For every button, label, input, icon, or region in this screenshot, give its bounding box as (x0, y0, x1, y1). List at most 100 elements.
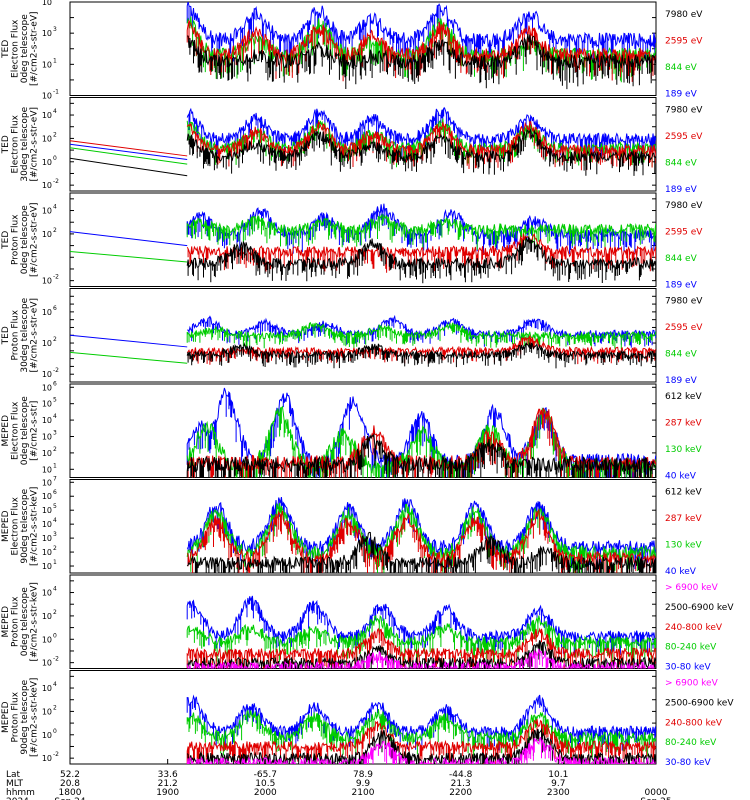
y-tick-label: 10 (42, 707, 52, 716)
y-tick-label: 10 (42, 230, 52, 239)
y-tick-label: 10 (42, 339, 52, 348)
y-tick-label: 10 (42, 492, 52, 501)
y-tick-label-exp: 6 (53, 489, 57, 496)
series-trace (186, 2, 656, 67)
y-tick-label-exp: -2 (53, 367, 59, 374)
panel-frame (69, 192, 657, 287)
y-tick-label-exp: 5 (53, 0, 57, 2)
legend-entry: 7980 eV (665, 297, 703, 307)
x-tick-label: Sep 24 (54, 797, 86, 800)
y-tick-label-exp: 2 (53, 609, 57, 616)
y-tick-label: 10 (42, 659, 52, 668)
y-tick-label: 10 (42, 60, 52, 69)
x-tick-label: 10.5 (255, 779, 275, 789)
x-tick-label: 2300 (547, 788, 570, 798)
y-axis-label: 30deg telescope (20, 106, 30, 181)
series-trace (186, 531, 656, 573)
legend-entry: 612 keV (665, 392, 702, 402)
y-tick-label: 10 (42, 731, 52, 740)
series-trace (186, 614, 656, 663)
series-trace (186, 709, 656, 758)
legend-entry: 7980 eV (665, 201, 703, 211)
legend-entry: 7980 eV (665, 10, 703, 20)
y-tick-label-exp: 3 (53, 26, 57, 33)
series-gap-line (70, 143, 188, 160)
y-tick-label-exp: 6 (53, 305, 57, 312)
series-trace (186, 736, 656, 764)
legend-entry: 2500-6900 keV (665, 603, 734, 613)
series-trace (186, 213, 656, 250)
y-tick-label-exp: 2 (53, 336, 57, 343)
panel-plot (70, 314, 656, 369)
y-tick-label: 10 (42, 158, 52, 167)
series-trace (186, 648, 655, 669)
series-gap-line (70, 231, 188, 247)
y-tick-label: 10 (42, 534, 52, 543)
x-tick-label: 1900 (156, 788, 179, 798)
y-tick-label: 10 (42, 754, 52, 763)
y-tick-label: 10 (42, 400, 52, 409)
y-axis-label: TED (1, 135, 11, 154)
y-tick-label: 10 (42, 548, 52, 557)
series-trace (186, 127, 656, 176)
y-axis-label: Electron Flux (11, 401, 21, 460)
y-axis-label: 0deg telescope (20, 587, 30, 657)
y-tick-label: 10 (42, 29, 52, 38)
series-trace (186, 203, 656, 255)
legend-entry: 2595 eV (665, 228, 703, 238)
y-axis-label: [#/cm2-s-str-eV] (30, 202, 40, 277)
x-row-label: Lat (6, 770, 21, 780)
y-tick-label: 10 (42, 506, 52, 515)
y-tick-label: 10 (42, 520, 52, 529)
x-row-label: 2024 (6, 797, 29, 800)
y-tick-label: 10 (42, 612, 52, 621)
y-tick-label: 10 (42, 589, 52, 598)
series-trace (186, 118, 656, 168)
y-axis-label: 0deg telescope (20, 14, 30, 84)
y-axis-label: [#/cm2-s-str-keV] (30, 487, 40, 566)
x-axis: LatMLThhmm2024 52.220.81800Sep 24 33.621.2… (6, 759, 672, 800)
panel-plot (186, 2, 656, 90)
x-tick-label: 52.2 (60, 770, 80, 780)
y-axis-label: 0deg telescope (20, 205, 30, 275)
y-axis-label: Electron Flux (11, 496, 21, 555)
legend-entry: 40 keV (665, 567, 697, 577)
y-axis-label: MEPED (1, 701, 11, 733)
y-tick-label: 10 (42, 370, 52, 379)
legend-entry: 844 eV (665, 350, 698, 360)
legend-entry: 287 keV (665, 419, 702, 429)
y-tick-label-exp: 1 (53, 57, 57, 64)
x-tick-label: 20.8 (60, 779, 80, 789)
x-tick-label: 1800 (59, 788, 82, 798)
series-trace (186, 718, 656, 764)
y-axis-label: [#/cm2-s-str-eV] (30, 107, 40, 182)
series-gap-line (70, 157, 188, 177)
legend-entry: 30-80 keV (665, 663, 711, 673)
y-axis-label: [#/cm2-s-str] (30, 401, 40, 461)
legend-entry: 80-240 keV (665, 738, 717, 748)
y-axis-label: 90deg telescope (20, 679, 30, 754)
y-tick-label-exp: -1 (53, 89, 59, 96)
y-tick-label: 10 (42, 383, 52, 392)
y-axis-label: MEPED (1, 415, 11, 447)
legend-entry: 287 keV (665, 514, 702, 524)
y-tick-label-exp: 4 (53, 413, 57, 420)
y-tick-label: 10 (42, 635, 52, 644)
y-axis-label: [#/cm2-s-str-eV] (30, 298, 40, 373)
y-axis-label: Proton Flux (11, 691, 21, 742)
series-trace (186, 322, 656, 350)
y-axis-label: 0deg telescope (20, 396, 30, 466)
y-tick-label: 10 (42, 432, 52, 441)
series-trace (186, 497, 656, 570)
y-axis-label: Electron Flux (11, 114, 21, 173)
panel-frame (69, 479, 657, 574)
x-tick-label: 0000 (645, 788, 668, 798)
y-tick-label-exp: 2 (53, 446, 57, 453)
legend-entry: 189 eV (665, 376, 698, 386)
y-tick-label-exp: 2 (53, 131, 57, 138)
